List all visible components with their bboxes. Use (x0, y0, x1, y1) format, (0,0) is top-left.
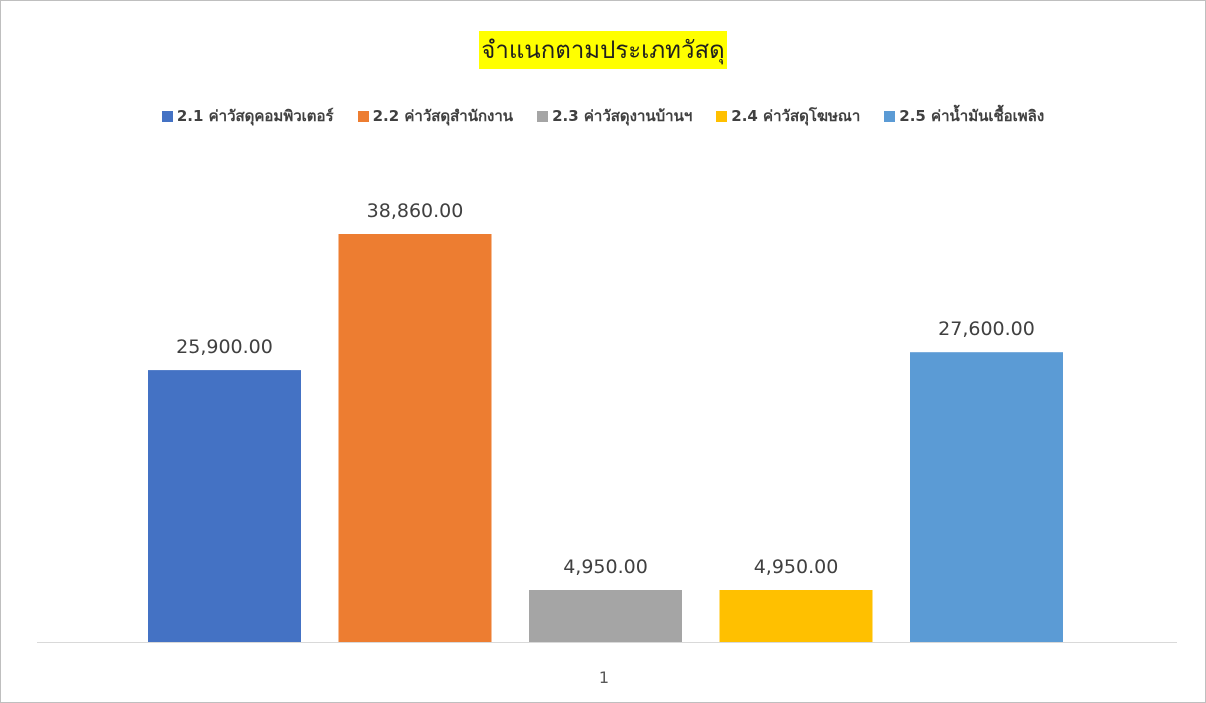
legend-swatch-4 (716, 110, 728, 122)
data-label-1: 25,900.00 (176, 336, 273, 358)
legend-label-4: 2.4 ค่าวัสดุโฆษณา (731, 107, 861, 125)
legend-swatch-3 (537, 110, 549, 122)
legend-label-2: 2.2 ค่าวัสดุสำนักงาน (372, 107, 514, 125)
bar-1 (148, 370, 301, 642)
legend-label-3: 2.3 ค่าวัสดุงานบ้านฯ (552, 107, 693, 125)
legend-swatch-2 (357, 110, 369, 122)
legend-item-4: 2.4 ค่าวัสดุโฆษณา (716, 104, 860, 128)
data-label-2: 38,860.00 (367, 200, 464, 222)
chart-legend: 2.1 ค่าวัสดุคอมพิวเตอร์ 2.2 ค่าวัสดุสำนัก… (1, 104, 1205, 128)
data-label-3: 4,950.00 (563, 556, 648, 578)
legend-label-5: 2.5 ค่าน้ำมันเชื้อเพลิง (899, 107, 1045, 125)
bar-3 (529, 590, 682, 642)
legend-item-5: 2.5 ค่าน้ำมันเชื้อเพลิง (884, 104, 1044, 128)
legend-swatch-1 (161, 110, 173, 122)
legend-item-3: 2.3 ค่าวัสดุงานบ้านฯ (537, 104, 692, 128)
legend-item-1: 2.1 ค่าวัสดุคอมพิวเตอร์ (161, 104, 334, 128)
chart-title-wrapper: จำแนกตามประเภทวัสดุ (1, 31, 1205, 69)
legend-label-1: 2.1 ค่าวัสดุคอมพิวเตอร์ (176, 107, 334, 125)
legend-item-2: 2.2 ค่าวัสดุสำนักงาน (357, 104, 514, 128)
bar-2 (338, 234, 492, 642)
data-label-5: 27,600.00 (938, 318, 1035, 340)
x-tick-label-1: 1 (599, 668, 609, 687)
data-label-4: 4,950.00 (754, 556, 839, 578)
legend-swatch-5 (884, 110, 896, 122)
bar-4 (719, 590, 873, 642)
chart-title: จำแนกตามประเภทวัสดุ (479, 31, 727, 69)
bar-5 (910, 352, 1063, 642)
